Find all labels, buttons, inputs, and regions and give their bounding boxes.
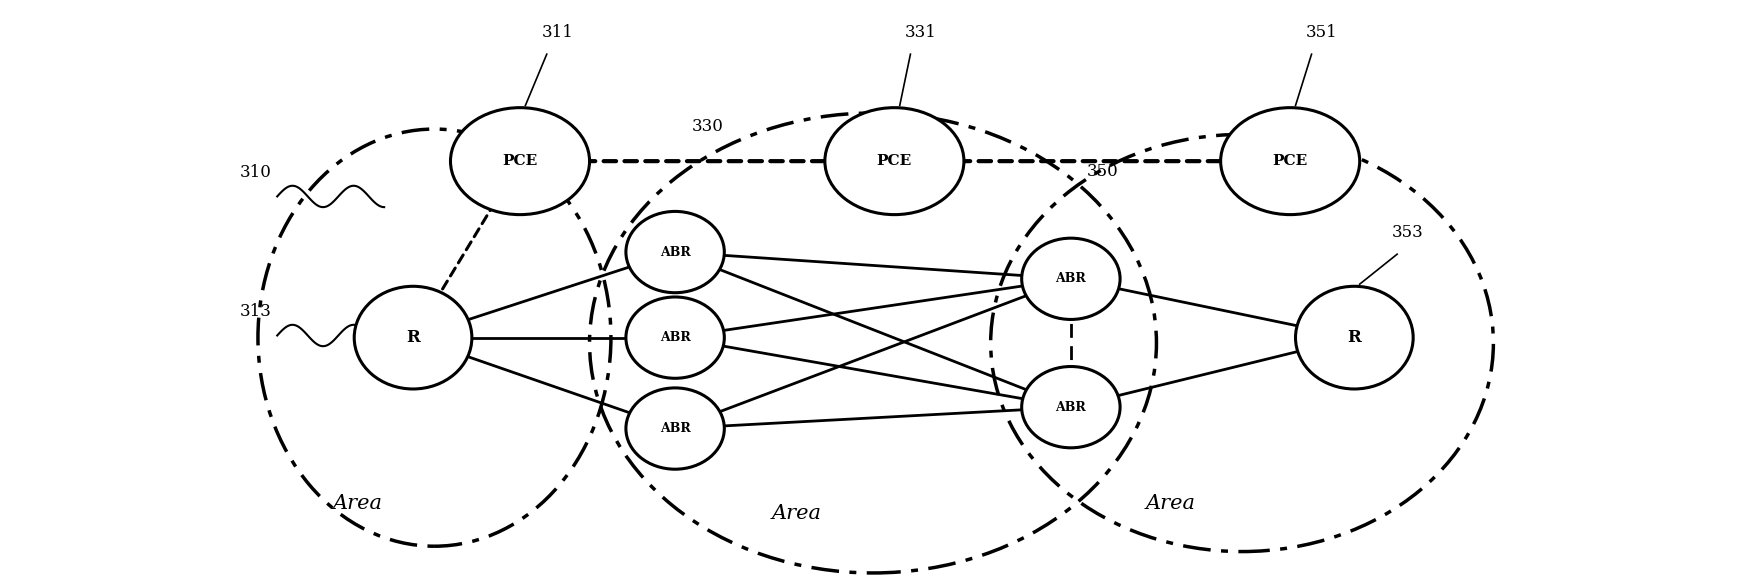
Text: R: R xyxy=(1348,329,1362,346)
Text: ABR: ABR xyxy=(660,331,690,344)
Ellipse shape xyxy=(625,211,725,293)
Text: PCE: PCE xyxy=(1273,154,1308,168)
Text: ABR: ABR xyxy=(1056,401,1086,413)
Text: 310: 310 xyxy=(239,164,272,181)
Text: ABR: ABR xyxy=(660,245,690,259)
Text: 311: 311 xyxy=(541,24,573,41)
Text: R: R xyxy=(407,329,421,346)
Ellipse shape xyxy=(625,388,725,469)
Ellipse shape xyxy=(824,108,964,215)
Ellipse shape xyxy=(1220,108,1360,215)
Text: 351: 351 xyxy=(1306,24,1337,41)
Text: Area: Area xyxy=(333,494,382,513)
Text: ABR: ABR xyxy=(1056,272,1086,285)
Text: PCE: PCE xyxy=(876,154,911,168)
Text: Area: Area xyxy=(1145,494,1196,513)
Text: 331: 331 xyxy=(904,24,938,41)
Text: ABR: ABR xyxy=(660,422,690,435)
Ellipse shape xyxy=(1021,367,1121,448)
Text: 313: 313 xyxy=(239,303,272,320)
Ellipse shape xyxy=(1296,286,1413,389)
Text: Area: Area xyxy=(772,504,821,523)
Text: 330: 330 xyxy=(691,119,723,135)
Ellipse shape xyxy=(1021,238,1121,320)
Ellipse shape xyxy=(625,297,725,378)
Text: PCE: PCE xyxy=(503,154,538,168)
Text: 353: 353 xyxy=(1392,225,1423,241)
Ellipse shape xyxy=(450,108,590,215)
Text: 350: 350 xyxy=(1088,163,1119,180)
Ellipse shape xyxy=(354,286,471,389)
